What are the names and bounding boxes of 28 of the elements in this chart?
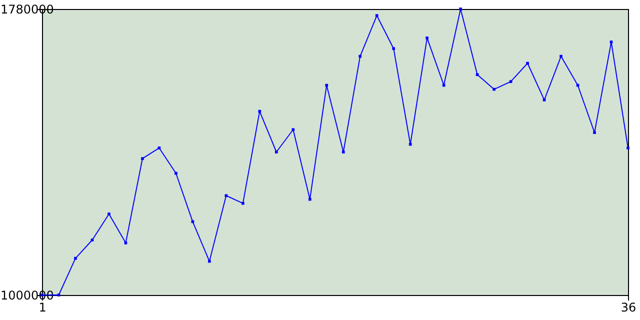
point bbox=[542, 98, 546, 102]
x-tick-label: 36 bbox=[620, 300, 636, 314]
y-tick-label: 1780000 bbox=[0, 2, 54, 16]
point bbox=[74, 256, 77, 260]
point bbox=[258, 110, 262, 113]
point bbox=[242, 202, 244, 205]
point bbox=[509, 80, 512, 84]
point bbox=[375, 14, 378, 18]
point bbox=[292, 128, 295, 132]
x-tick-label: 1 bbox=[38, 300, 46, 314]
point bbox=[358, 54, 362, 58]
point bbox=[526, 62, 529, 65]
point bbox=[492, 88, 496, 91]
point bbox=[124, 242, 128, 244]
point bbox=[476, 73, 479, 76]
point bbox=[90, 238, 94, 242]
point bbox=[560, 54, 562, 58]
point bbox=[325, 84, 328, 87]
point bbox=[308, 198, 312, 201]
point bbox=[342, 150, 345, 154]
point bbox=[626, 146, 630, 150]
point bbox=[224, 194, 228, 198]
point bbox=[208, 260, 211, 263]
point bbox=[408, 142, 412, 146]
point bbox=[158, 146, 161, 150]
point bbox=[610, 40, 613, 44]
point bbox=[174, 172, 178, 175]
point bbox=[57, 294, 60, 296]
